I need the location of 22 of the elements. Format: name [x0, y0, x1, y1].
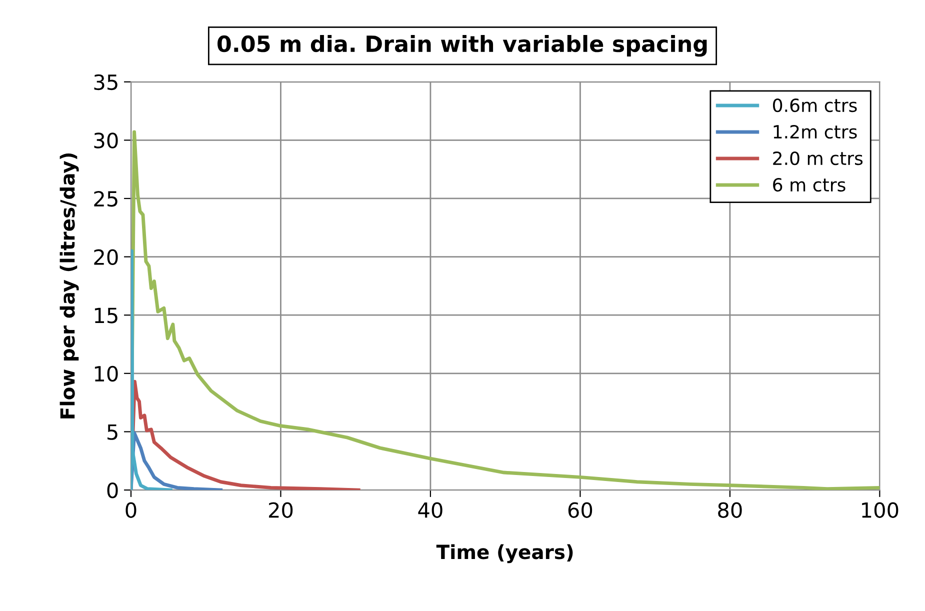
- x-tick-label: 20: [268, 502, 293, 518]
- y-tick-label: 25: [94, 190, 118, 207]
- y-tick-label: 5: [108, 424, 118, 440]
- y-tick-label: 0: [107, 482, 118, 498]
- line-series: [130, 249, 172, 490]
- legend-label: 0.6m ctrs: [773, 98, 857, 112]
- y-tick-label: 20: [94, 249, 118, 266]
- legend-label: 6 m ctrs: [773, 178, 846, 192]
- y-axis-title: Flow per day (litres/day): [60, 153, 79, 418]
- x-tick-label: 40: [418, 502, 442, 518]
- y-tick-label: 35: [94, 74, 118, 90]
- x-tick-label: 80: [718, 502, 742, 518]
- chart-title: 0.05 m dia. Drain with variable spacing: [218, 34, 707, 57]
- x-tick-label: 100: [862, 502, 898, 518]
- y-tick-label: 10: [94, 366, 118, 382]
- y-tick-label: 15: [94, 308, 118, 324]
- y-tick-label: 30: [94, 132, 118, 148]
- legend-label: 2.0 m ctrs: [773, 151, 863, 166]
- x-tick-label: 60: [568, 502, 592, 518]
- legend-label: 1.2m ctrs: [774, 124, 857, 139]
- x-axis-title: Time (years): [436, 544, 573, 564]
- x-tick-label: 0: [126, 502, 136, 518]
